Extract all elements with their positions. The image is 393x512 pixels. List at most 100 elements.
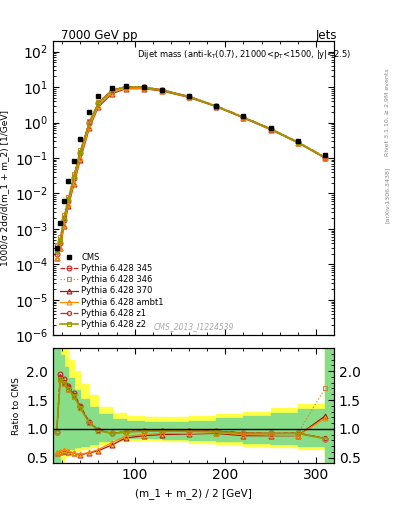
Pythia 6.428 346 bbox=[123, 83, 128, 90]
CMS bbox=[241, 113, 246, 119]
Pythia 6.428 ambt1 bbox=[296, 140, 300, 146]
X-axis label: (m_1 + m_2) / 2 [GeV]: (m_1 + m_2) / 2 [GeV] bbox=[135, 488, 252, 499]
CMS bbox=[96, 93, 101, 99]
Pythia 6.428 ambt1 bbox=[78, 155, 83, 161]
Pythia 6.428 z2 bbox=[110, 88, 114, 94]
Pythia 6.428 345 bbox=[54, 251, 59, 257]
Pythia 6.428 345 bbox=[87, 119, 92, 125]
CMS bbox=[141, 84, 146, 90]
CMS bbox=[66, 178, 71, 184]
Pythia 6.428 ambt1 bbox=[268, 126, 273, 133]
Pythia 6.428 z1 bbox=[241, 114, 246, 120]
Pythia 6.428 346 bbox=[296, 139, 300, 145]
Text: Jets: Jets bbox=[316, 29, 337, 41]
Pythia 6.428 370 bbox=[160, 88, 164, 94]
Text: Dijet mass (anti-k$_{\rm T}$(0.7), 21000<p$_{\rm T}$<1500, |y|<2.5): Dijet mass (anti-k$_{\rm T}$(0.7), 21000… bbox=[138, 48, 351, 61]
Pythia 6.428 346 bbox=[78, 147, 83, 153]
Pythia 6.428 345 bbox=[58, 240, 62, 246]
Pythia 6.428 ambt1 bbox=[96, 102, 101, 109]
Y-axis label: Ratio to CMS: Ratio to CMS bbox=[12, 377, 21, 435]
Text: [arXiv:1306.3438]: [arXiv:1306.3438] bbox=[385, 166, 389, 223]
Pythia 6.428 z1 bbox=[110, 87, 114, 93]
Pythia 6.428 345 bbox=[62, 217, 66, 223]
Pythia 6.428 370 bbox=[54, 255, 59, 261]
Pythia 6.428 370 bbox=[96, 103, 101, 110]
Pythia 6.428 z2 bbox=[141, 84, 146, 90]
CMS bbox=[72, 158, 76, 164]
Pythia 6.428 370 bbox=[62, 223, 66, 229]
Pythia 6.428 346 bbox=[268, 125, 273, 132]
Pythia 6.428 z2 bbox=[54, 247, 59, 253]
Pythia 6.428 z1 bbox=[323, 154, 327, 160]
Pythia 6.428 370 bbox=[78, 157, 83, 163]
Pythia 6.428 ambt1 bbox=[58, 244, 62, 250]
Pythia 6.428 346 bbox=[54, 242, 59, 248]
CMS bbox=[214, 102, 219, 109]
Pythia 6.428 370 bbox=[72, 181, 76, 187]
Pythia 6.428 z2 bbox=[241, 114, 246, 120]
Pythia 6.428 z1 bbox=[187, 93, 191, 99]
Pythia 6.428 345 bbox=[78, 150, 83, 156]
Pythia 6.428 346 bbox=[72, 171, 76, 177]
Pythia 6.428 370 bbox=[296, 140, 300, 146]
Pythia 6.428 z1 bbox=[62, 215, 66, 221]
Pythia 6.428 345 bbox=[323, 155, 327, 161]
Pythia 6.428 z1 bbox=[160, 87, 164, 93]
Text: 7000 GeV pp: 7000 GeV pp bbox=[61, 29, 138, 41]
Pythia 6.428 z2 bbox=[72, 174, 76, 180]
Pythia 6.428 345 bbox=[96, 100, 101, 106]
Pythia 6.428 370 bbox=[123, 86, 128, 92]
Pythia 6.428 z1 bbox=[72, 174, 76, 180]
Pythia 6.428 345 bbox=[187, 94, 191, 100]
Line: Pythia 6.428 z1: Pythia 6.428 z1 bbox=[55, 84, 327, 252]
Pythia 6.428 346 bbox=[141, 84, 146, 90]
Pythia 6.428 346 bbox=[110, 87, 114, 93]
Pythia 6.428 370 bbox=[110, 91, 114, 97]
Pythia 6.428 ambt1 bbox=[160, 88, 164, 94]
Pythia 6.428 z1 bbox=[141, 84, 146, 90]
Pythia 6.428 370 bbox=[323, 155, 327, 161]
Pythia 6.428 346 bbox=[187, 93, 191, 99]
Pythia 6.428 346 bbox=[66, 194, 71, 200]
Pythia 6.428 z1 bbox=[296, 139, 300, 145]
Pythia 6.428 370 bbox=[66, 203, 71, 209]
Pythia 6.428 z2 bbox=[87, 119, 92, 125]
Pythia 6.428 z1 bbox=[54, 247, 59, 253]
Pythia 6.428 z2 bbox=[323, 154, 327, 160]
Pythia 6.428 z2 bbox=[66, 197, 71, 203]
CMS bbox=[110, 85, 114, 91]
Pythia 6.428 370 bbox=[87, 125, 92, 131]
Pythia 6.428 ambt1 bbox=[141, 86, 146, 92]
Pythia 6.428 346 bbox=[87, 118, 92, 124]
CMS bbox=[268, 125, 273, 131]
Pythia 6.428 345 bbox=[160, 87, 164, 93]
Pythia 6.428 ambt1 bbox=[87, 124, 92, 130]
Pythia 6.428 ambt1 bbox=[123, 85, 128, 91]
Y-axis label: 1000/σ 2dσ/d(m_1 + m_2) [1/GeV]: 1000/σ 2dσ/d(m_1 + m_2) [1/GeV] bbox=[0, 110, 9, 266]
CMS bbox=[123, 83, 128, 90]
CMS bbox=[296, 138, 300, 144]
Line: Pythia 6.428 346: Pythia 6.428 346 bbox=[54, 84, 327, 248]
Pythia 6.428 345 bbox=[110, 88, 114, 94]
Pythia 6.428 z2 bbox=[123, 84, 128, 90]
Pythia 6.428 370 bbox=[141, 86, 146, 92]
Pythia 6.428 346 bbox=[96, 99, 101, 105]
Pythia 6.428 z1 bbox=[268, 125, 273, 132]
Line: Pythia 6.428 345: Pythia 6.428 345 bbox=[54, 84, 327, 256]
Pythia 6.428 346 bbox=[160, 87, 164, 93]
CMS bbox=[160, 87, 164, 93]
Text: CMS_2013_I1224539: CMS_2013_I1224539 bbox=[153, 322, 234, 331]
Pythia 6.428 345 bbox=[66, 198, 71, 204]
Pythia 6.428 370 bbox=[58, 244, 62, 250]
Pythia 6.428 z1 bbox=[66, 196, 71, 202]
Pythia 6.428 345 bbox=[72, 175, 76, 181]
Pythia 6.428 ambt1 bbox=[323, 155, 327, 161]
Pythia 6.428 ambt1 bbox=[62, 222, 66, 228]
CMS bbox=[54, 244, 59, 250]
Pythia 6.428 370 bbox=[241, 115, 246, 121]
Line: CMS: CMS bbox=[54, 84, 327, 250]
Pythia 6.428 z2 bbox=[187, 94, 191, 100]
Pythia 6.428 ambt1 bbox=[187, 94, 191, 100]
Pythia 6.428 ambt1 bbox=[72, 180, 76, 186]
Line: Pythia 6.428 ambt1: Pythia 6.428 ambt1 bbox=[54, 86, 327, 261]
